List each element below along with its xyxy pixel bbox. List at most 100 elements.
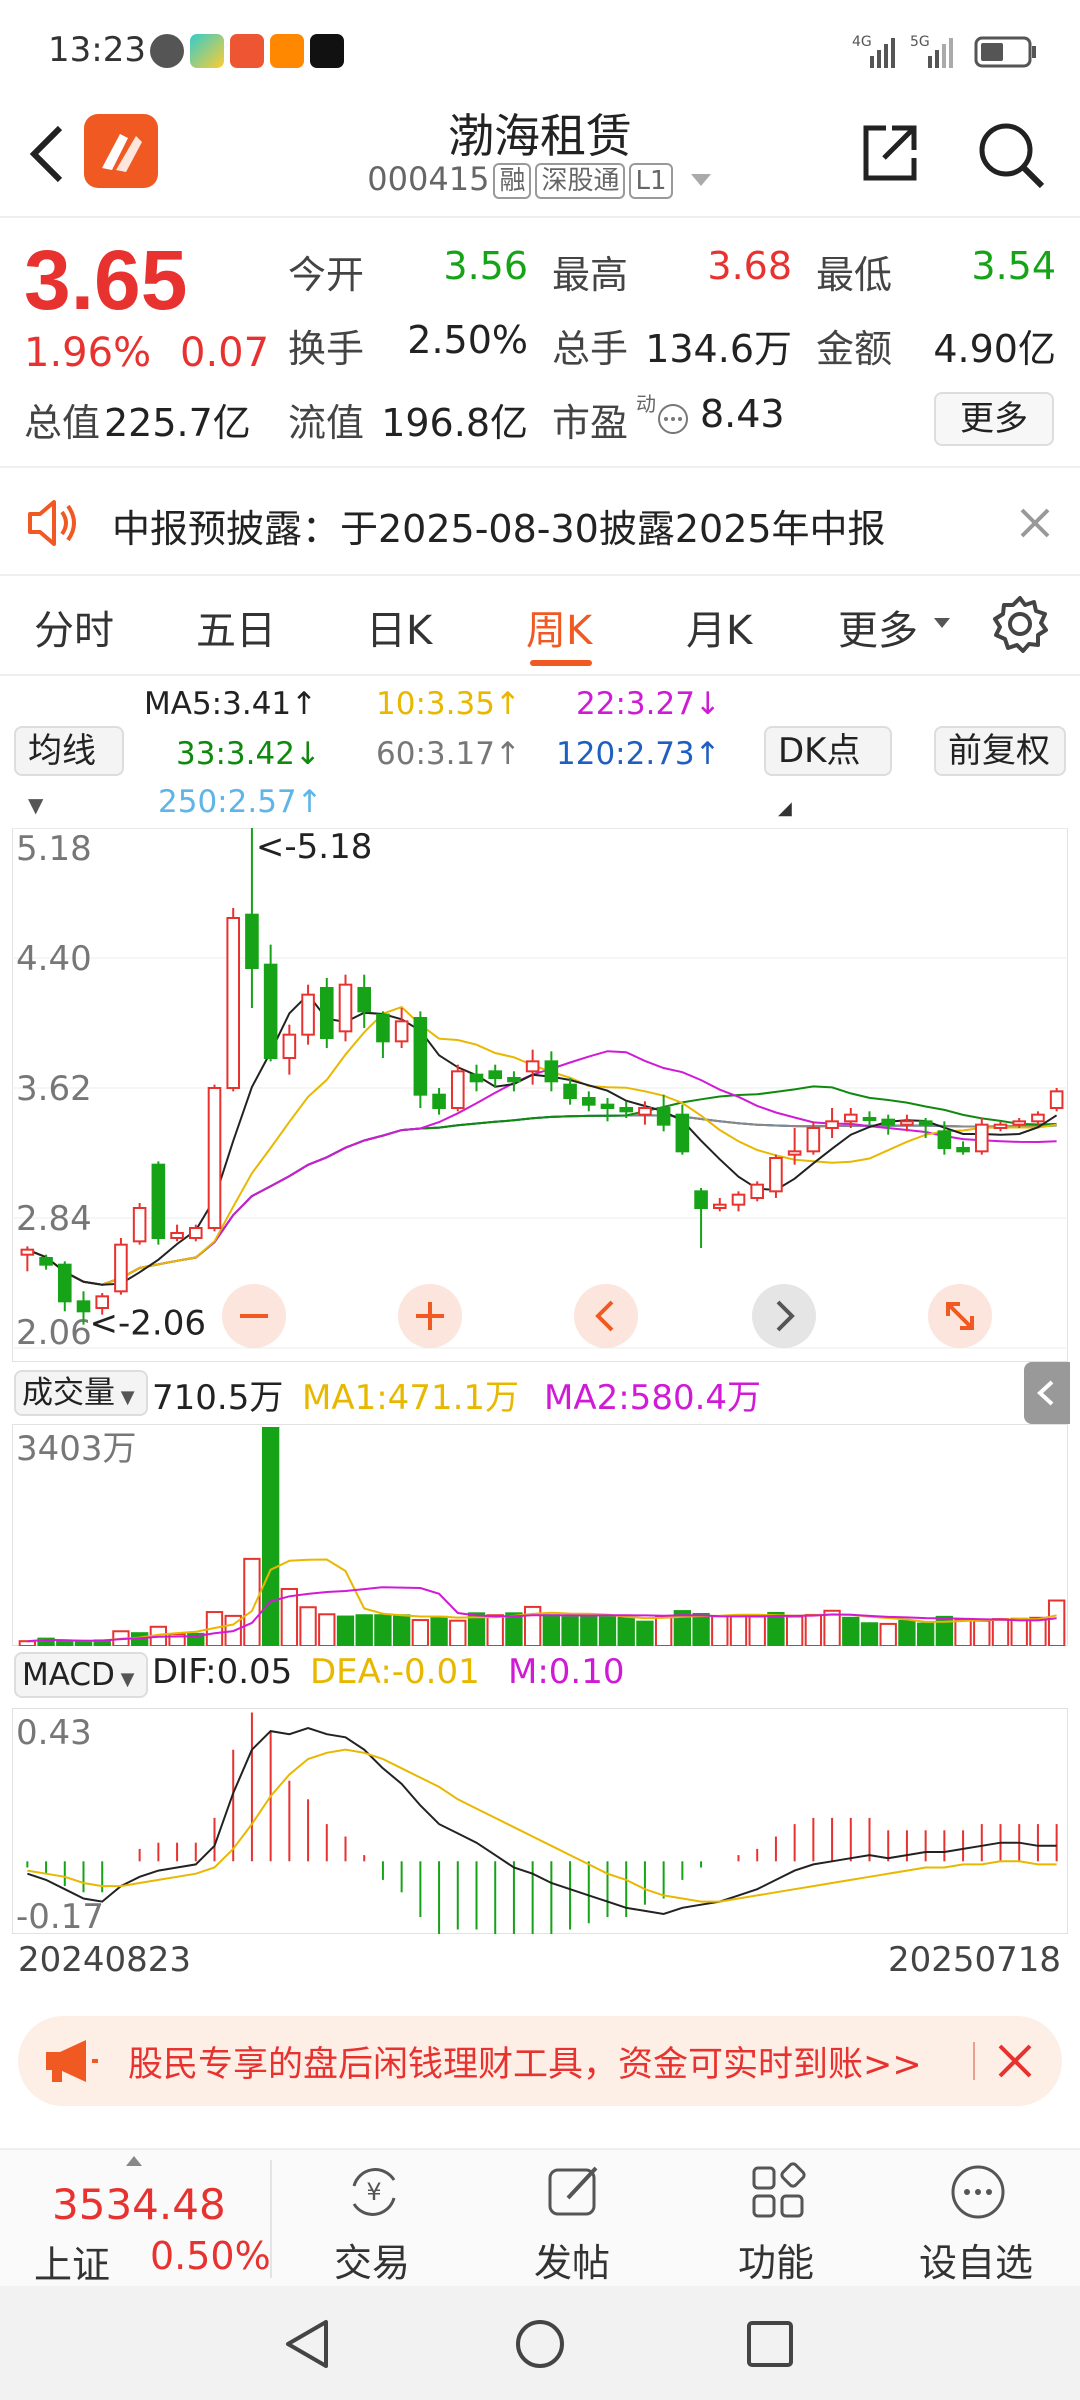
candle-body — [151, 1163, 166, 1239]
tab-more-arrow-icon[interactable] — [932, 616, 952, 632]
indicator-selector-volume[interactable]: 成交量 ▼ — [14, 1370, 148, 1416]
add-watchlist-button[interactable]: 设自选 — [876, 2150, 1076, 2288]
candle-body — [881, 1118, 896, 1126]
zoom-in-button[interactable] — [398, 1284, 462, 1348]
more-dots-icon[interactable] — [656, 402, 690, 436]
candle-body — [450, 1070, 465, 1109]
macd-y-top: 0.43 — [16, 1713, 92, 1753]
candle-body — [413, 1017, 428, 1096]
volume-bar — [261, 1427, 280, 1646]
volume-chart[interactable]: 3403万 — [12, 1424, 1068, 1646]
volume-bar — [18, 1640, 37, 1646]
indicator-selector-macd[interactable]: MACD ▼ — [14, 1652, 148, 1698]
chart-frame — [12, 828, 1068, 1362]
adjust-mode-button[interactable]: 前复权 — [934, 726, 1066, 776]
settings-gear-icon[interactable] — [990, 594, 1050, 654]
scroll-right-button[interactable] — [752, 1284, 816, 1348]
expand-up-icon[interactable] — [124, 2154, 144, 2168]
tab-daily-k[interactable]: 日K — [366, 608, 433, 654]
macd-y-bottom: -0.17 — [16, 1897, 104, 1934]
trade-button[interactable]: ¥ 交易 — [272, 2150, 472, 2288]
close-icon[interactable] — [994, 2040, 1036, 2082]
ma22-line — [27, 1050, 1057, 1286]
volume-bar — [804, 1613, 823, 1646]
close-icon[interactable] — [1018, 506, 1052, 540]
volume-bar — [879, 1622, 897, 1646]
nav-recents-icon[interactable] — [744, 2318, 796, 2370]
ma120-value: 120:2.73↑ — [556, 736, 721, 772]
candle-body — [862, 1117, 877, 1121]
candle-body — [263, 963, 278, 1060]
volume-bar — [580, 1615, 598, 1646]
share-icon[interactable] — [856, 120, 922, 186]
tab-more[interactable]: 更多 — [838, 608, 918, 654]
fullscreen-button[interactable] — [928, 1284, 992, 1348]
promo-divider — [973, 2042, 975, 2080]
search-icon[interactable] — [974, 118, 1048, 192]
candle-body — [581, 1097, 596, 1106]
quote-value-1: 3.68 — [707, 244, 792, 288]
volume-ma10-line — [27, 1586, 1057, 1643]
scroll-left-button[interactable] — [574, 1284, 638, 1348]
notice-bar[interactable]: 中报预披露：于2025-08-30披露2025年中报 — [0, 466, 1080, 576]
index-percent: 0.50% — [150, 2234, 271, 2278]
chevron-down-icon[interactable] — [689, 170, 713, 190]
volume-bar — [823, 1609, 841, 1646]
quote-label-1: 最高 — [552, 253, 629, 297]
candle-body — [656, 1107, 671, 1126]
candle-body — [638, 1107, 652, 1116]
candle-body — [170, 1232, 184, 1239]
volume-bar — [711, 1615, 729, 1646]
candle-body — [825, 1120, 839, 1130]
max-price-marker: <-5.18 — [256, 828, 372, 867]
speaker-icon — [28, 500, 76, 546]
index-name: 上证 — [34, 2243, 111, 2287]
volume-bar — [467, 1612, 486, 1646]
candle-body — [769, 1157, 783, 1193]
quote-label-0: 今开 — [288, 253, 365, 297]
stock-header: 渤海租赁 000415 融深股通 L1 — [0, 100, 1080, 218]
macd-dif: DIF:0.05 — [152, 1652, 293, 1692]
zoom-out-button[interactable] — [222, 1284, 286, 1348]
macd-m: M:0.10 — [508, 1652, 625, 1692]
more-quote-button[interactable]: 更多 — [934, 392, 1054, 446]
candle-body — [787, 1150, 802, 1156]
ma-selector[interactable]: 均线 ▼ — [14, 726, 124, 817]
volume-selector-label: 成交量 — [22, 1375, 115, 1411]
grid-icon — [752, 2162, 806, 2218]
volume-bar — [318, 1613, 336, 1646]
dk-point-button[interactable]: DK点 ◢ — [764, 726, 892, 819]
volume-ma2: MA2:580.4万 — [544, 1378, 762, 1418]
post-button[interactable]: 发帖 — [472, 2150, 672, 2288]
price-chart[interactable]: 5.18 4.40 3.62 2.84 2.06 <-5.18 <-2.06 — [12, 828, 1068, 1362]
min-price-marker: <-2.06 — [90, 1304, 206, 1344]
functions-button[interactable]: 功能 — [676, 2150, 876, 2288]
volume-bar — [74, 1641, 93, 1646]
tab-monthly-k[interactable]: 月K — [686, 608, 753, 654]
side-panel-toggle[interactable] — [1024, 1362, 1070, 1424]
stock-code: 000415 — [367, 160, 490, 198]
post-label: 发帖 — [533, 2241, 610, 2285]
tab-intraday[interactable]: 分时 — [34, 608, 114, 654]
macd-chart[interactable]: 0.43 -0.17 — [12, 1708, 1068, 1934]
ma10-line — [27, 1005, 1057, 1286]
nav-home-icon[interactable] — [514, 2318, 566, 2370]
index-value[interactable]: 3534.48 — [52, 2180, 226, 2229]
volume-bar — [336, 1615, 355, 1646]
tab-weekly-k[interactable]: 周K — [526, 608, 593, 654]
candle-body — [937, 1130, 952, 1150]
back-icon[interactable] — [24, 122, 68, 186]
nav-back-icon[interactable] — [282, 2318, 334, 2370]
candle-body — [245, 913, 259, 969]
tab-five-day[interactable]: 五日 — [196, 608, 276, 654]
plus-icon — [416, 1302, 444, 1330]
quote-label-7: 流值 — [288, 401, 365, 445]
promo-banner[interactable]: 股民专享的盘后闲钱理财工具，资金可实时到账>> — [18, 2016, 1062, 2106]
candle-body — [57, 1263, 72, 1303]
candle-body — [1012, 1120, 1027, 1126]
candle-body — [600, 1103, 615, 1109]
candle-body — [132, 1207, 147, 1243]
date-end: 20250718 — [888, 1940, 1062, 1980]
candle-body — [918, 1120, 933, 1126]
